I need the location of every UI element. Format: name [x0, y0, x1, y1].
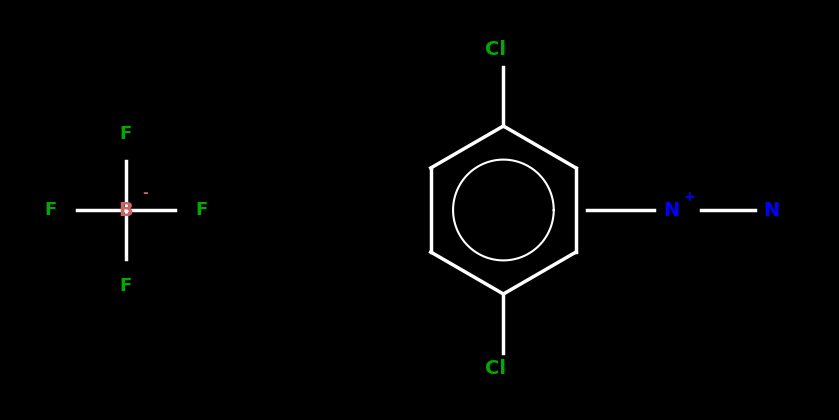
Text: F: F	[195, 201, 207, 219]
Text: +: +	[684, 190, 696, 205]
Text: F: F	[120, 126, 132, 143]
Text: F: F	[120, 277, 132, 294]
Text: Cl: Cl	[484, 359, 506, 378]
Text: B: B	[118, 200, 133, 220]
Text: Cl: Cl	[484, 39, 506, 59]
Text: N: N	[763, 200, 779, 220]
Text: F: F	[44, 201, 56, 219]
Text: -: -	[143, 186, 149, 200]
Text: N: N	[663, 200, 679, 220]
